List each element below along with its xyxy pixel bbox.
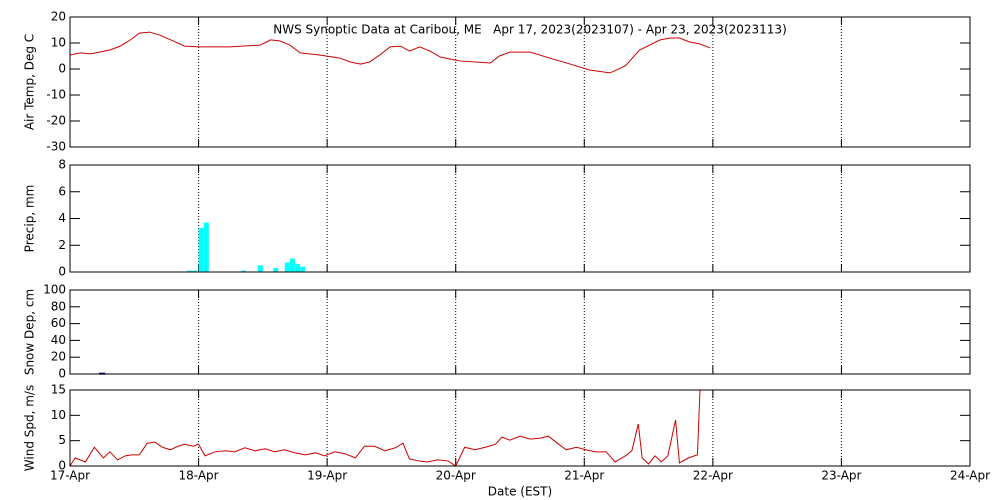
- x-tick-label: 23-Apr: [821, 469, 861, 483]
- bar: [284, 262, 290, 272]
- bar: [198, 227, 204, 272]
- y-tick-label: 0: [58, 367, 66, 381]
- y-tick-label: 100: [43, 283, 66, 297]
- y-tick-label: 8: [58, 158, 66, 172]
- y-axis-label: Snow Dep, cm: [23, 289, 37, 375]
- y-tick-label: 5: [58, 433, 66, 447]
- plot-frame: [69, 389, 971, 467]
- x-tick-label: 21-Apr: [564, 469, 604, 483]
- bar: [257, 265, 263, 272]
- y-tick-label: 20: [51, 10, 66, 24]
- y-tick-label: 15: [51, 383, 66, 397]
- y-tick-label: 10: [51, 36, 66, 50]
- y-tick-label: -30: [46, 140, 66, 154]
- y-axis-label: Air Temp, Deg C: [23, 34, 37, 130]
- y-tick-label: 10: [51, 408, 66, 422]
- x-tick-label: 24-Apr: [950, 469, 990, 483]
- bar: [192, 270, 198, 272]
- plot-frame: [69, 16, 971, 148]
- y-tick-label: 80: [51, 299, 66, 313]
- x-tick-label: 22-Apr: [693, 469, 733, 483]
- y-tick-label: 2: [58, 238, 66, 252]
- y-axis-label: Precip, mm: [23, 185, 37, 253]
- x-axis-label: Date (EST): [488, 485, 552, 499]
- bar: [187, 270, 193, 272]
- y-tick-label: 60: [51, 316, 66, 330]
- y-tick-label: 40: [51, 333, 66, 347]
- chart-title: NWS Synoptic Data at Caribou, ME Apr 17,…: [273, 23, 787, 37]
- data-line: [69, 389, 701, 467]
- y-tick-label: 0: [58, 62, 66, 76]
- bar: [241, 270, 247, 272]
- y-tick-label: 0: [58, 265, 66, 279]
- plot-frame: [69, 289, 971, 375]
- y-axis-label: Wind Spd, m/s: [23, 385, 37, 471]
- data-line: [69, 31, 711, 74]
- bar: [203, 222, 209, 272]
- bar: [300, 266, 306, 272]
- x-tick-label: 17-Apr: [50, 469, 90, 483]
- y-tick-label: 20: [51, 350, 66, 364]
- y-tick-label: 0: [58, 459, 66, 473]
- y-tick-label: -10: [46, 88, 66, 102]
- bar: [289, 258, 295, 272]
- y-tick-label: -20: [46, 114, 66, 128]
- y-tick-label: 4: [58, 211, 66, 225]
- y-tick-label: 6: [58, 184, 66, 198]
- x-tick-label: 20-Apr: [436, 469, 476, 483]
- bar: [273, 267, 279, 272]
- x-tick-label: 18-Apr: [179, 469, 219, 483]
- bar: [295, 263, 301, 272]
- x-tick-label: 19-Apr: [307, 469, 347, 483]
- plot-frame: [69, 164, 971, 273]
